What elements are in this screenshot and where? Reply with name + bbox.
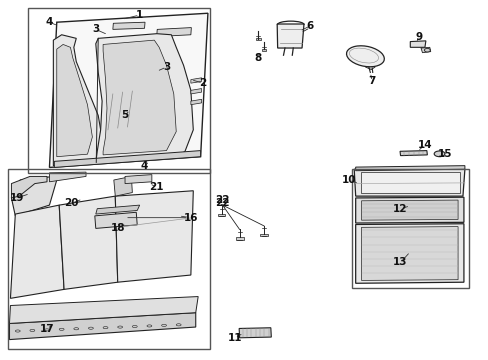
Polygon shape: [365, 64, 374, 69]
Polygon shape: [9, 297, 198, 323]
Polygon shape: [96, 205, 140, 214]
Bar: [27, 8, 210, 173]
Ellipse shape: [30, 329, 35, 332]
Text: 7: 7: [368, 76, 375, 86]
Polygon shape: [239, 328, 271, 338]
Text: 8: 8: [254, 53, 261, 63]
Polygon shape: [255, 38, 260, 40]
Polygon shape: [114, 176, 132, 196]
Polygon shape: [9, 313, 195, 339]
Polygon shape: [57, 44, 92, 157]
Polygon shape: [59, 196, 118, 289]
Text: 10: 10: [342, 175, 356, 185]
Text: 1: 1: [136, 10, 143, 20]
Text: 2: 2: [199, 78, 206, 88]
Polygon shape: [113, 22, 145, 30]
Text: 12: 12: [392, 204, 407, 214]
Polygon shape: [115, 191, 193, 282]
Ellipse shape: [433, 151, 444, 157]
Text: 17: 17: [40, 324, 54, 334]
Text: 20: 20: [64, 198, 79, 208]
Polygon shape: [217, 214, 225, 216]
Polygon shape: [261, 49, 266, 51]
Polygon shape: [355, 166, 464, 171]
Text: 21: 21: [149, 182, 163, 192]
Text: 18: 18: [110, 224, 125, 233]
Polygon shape: [49, 172, 86, 182]
Polygon shape: [361, 226, 457, 280]
Text: 3: 3: [163, 62, 170, 72]
Polygon shape: [399, 150, 427, 156]
Polygon shape: [53, 35, 103, 166]
Polygon shape: [95, 212, 137, 228]
Ellipse shape: [15, 330, 20, 332]
Ellipse shape: [346, 46, 384, 67]
Text: 14: 14: [417, 140, 431, 150]
Ellipse shape: [88, 327, 93, 329]
Ellipse shape: [74, 328, 79, 330]
Polygon shape: [235, 237, 243, 239]
Ellipse shape: [424, 48, 429, 52]
Polygon shape: [355, 197, 463, 223]
Polygon shape: [260, 234, 267, 236]
Ellipse shape: [161, 324, 166, 327]
Polygon shape: [355, 224, 463, 283]
Text: 3: 3: [92, 24, 99, 35]
Bar: [8, 169, 210, 348]
Text: 19: 19: [10, 193, 24, 203]
Text: 6: 6: [306, 21, 313, 31]
Polygon shape: [190, 99, 201, 105]
Polygon shape: [10, 205, 64, 298]
Ellipse shape: [103, 327, 108, 329]
Polygon shape: [103, 40, 176, 155]
Polygon shape: [190, 89, 201, 94]
Ellipse shape: [59, 328, 64, 330]
Polygon shape: [353, 169, 464, 196]
Ellipse shape: [118, 326, 122, 328]
Polygon shape: [11, 176, 47, 198]
Ellipse shape: [147, 325, 152, 327]
Text: 9: 9: [415, 32, 422, 41]
Text: 13: 13: [392, 257, 407, 267]
Text: 4: 4: [46, 17, 53, 27]
Polygon shape: [49, 13, 207, 167]
Polygon shape: [125, 175, 152, 184]
Polygon shape: [409, 41, 425, 47]
Polygon shape: [277, 24, 304, 48]
Polygon shape: [54, 150, 200, 167]
Text: 11: 11: [227, 333, 242, 343]
Polygon shape: [96, 34, 193, 163]
Polygon shape: [11, 176, 57, 216]
Polygon shape: [361, 200, 457, 220]
Polygon shape: [190, 78, 201, 83]
Polygon shape: [360, 172, 459, 193]
Polygon shape: [420, 47, 430, 53]
Polygon shape: [157, 28, 191, 37]
Text: 22: 22: [215, 195, 229, 205]
Text: 5: 5: [121, 111, 128, 121]
Text: 4: 4: [141, 161, 148, 171]
Ellipse shape: [44, 329, 49, 331]
Ellipse shape: [132, 325, 137, 328]
Ellipse shape: [176, 324, 181, 326]
Text: 16: 16: [183, 213, 198, 222]
Bar: [351, 169, 468, 288]
Text: 22: 22: [215, 198, 229, 208]
Text: 15: 15: [437, 149, 452, 159]
